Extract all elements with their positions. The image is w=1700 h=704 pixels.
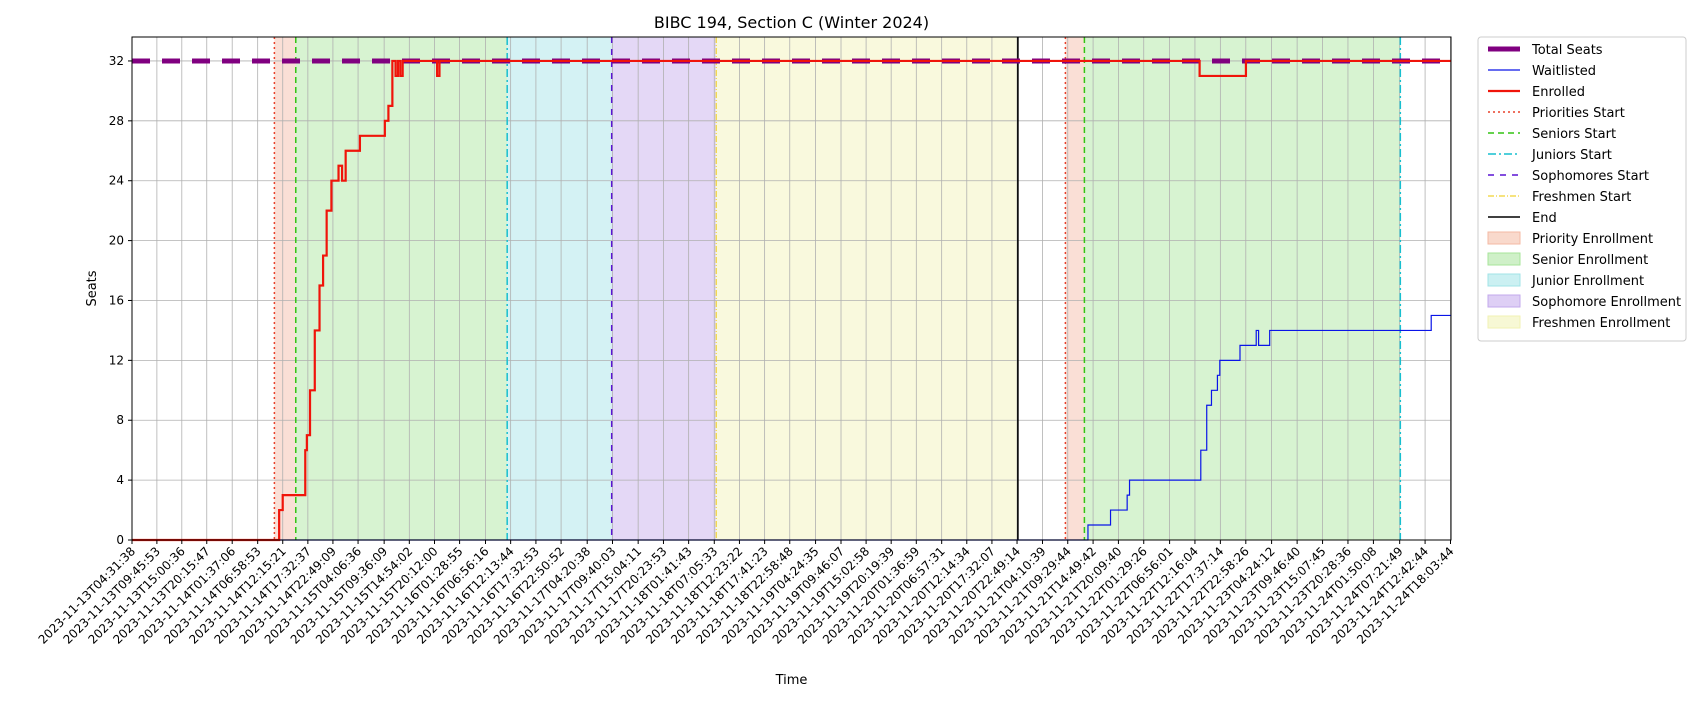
y-tick-label: 8	[116, 413, 124, 427]
series-waitlisted	[132, 314, 1451, 541]
legend-label-freshmen-start: Freshmen Start	[1532, 190, 1631, 205]
x-axis-title: Time	[775, 673, 808, 688]
legend-label-priority-enrollment: Priority Enrollment	[1532, 232, 1653, 247]
legend-swatch-sophomore-enrollment	[1487, 294, 1521, 308]
legend-frame	[1477, 36, 1687, 342]
region-senior-enrollment	[1084, 37, 1401, 540]
y-tick-label: 0	[116, 533, 124, 547]
series-enrolled	[132, 59, 1451, 542]
legend-swatch-senior-enrollment	[1487, 252, 1521, 266]
y-tick-label: 4	[116, 473, 124, 487]
legend-label-enrolled: Enrolled	[1532, 85, 1585, 100]
region-sophomore-enrollment	[611, 37, 717, 540]
y-tick-label: 32	[109, 54, 124, 68]
legend-label-waitlisted: Waitlisted	[1532, 64, 1596, 79]
axes-frame	[131, 36, 1452, 541]
legend: Total Seats Waitlisted Enrolled Priorities …	[1477, 36, 1687, 342]
y-tick-label: 24	[109, 174, 124, 188]
legend-label-end: End	[1532, 211, 1557, 226]
legend-label-sophomore-enrollment: Sophomore Enrollment	[1532, 295, 1681, 310]
y-tick-label: 16	[109, 293, 124, 307]
legend-label-seniors-start: Seniors Start	[1532, 127, 1616, 142]
region-freshmen-enrollment	[716, 37, 1018, 540]
legend-swatch-junior-enrollment	[1487, 273, 1521, 287]
legend-label-priorities-start: Priorities Start	[1532, 106, 1625, 121]
region-junior-enrollment	[507, 37, 612, 540]
y-tick-label: 12	[109, 353, 124, 367]
legend-label-sophomores-start: Sophomores Start	[1532, 169, 1649, 184]
legend-label-senior-enrollment: Senior Enrollment	[1532, 253, 1648, 268]
y-tick-label: 20	[109, 234, 124, 248]
region-priority-enrollment	[274, 37, 296, 540]
legend-label-juniors-start: Juniors Start	[1531, 148, 1612, 163]
legend-swatch-freshmen-enrollment	[1487, 315, 1521, 329]
legend-swatch-priority-enrollment	[1487, 231, 1521, 245]
legend-label-freshmen-enrollment: Freshmen Enrollment	[1532, 316, 1670, 331]
y-axis-title: Seats	[85, 270, 100, 306]
legend-label-junior-enrollment: Junior Enrollment	[1531, 274, 1644, 289]
plot-area: 0481216202428322023-11-13T04:31:382023-1…	[36, 36, 1457, 647]
region-priority-enrollment	[1065, 37, 1085, 540]
y-tick-label: 28	[109, 114, 124, 128]
legend-label-total-seats: Total Seats	[1531, 43, 1603, 58]
region-senior-enrollment	[295, 37, 508, 540]
chart-title: BIBC 194, Section C (Winter 2024)	[654, 13, 929, 32]
